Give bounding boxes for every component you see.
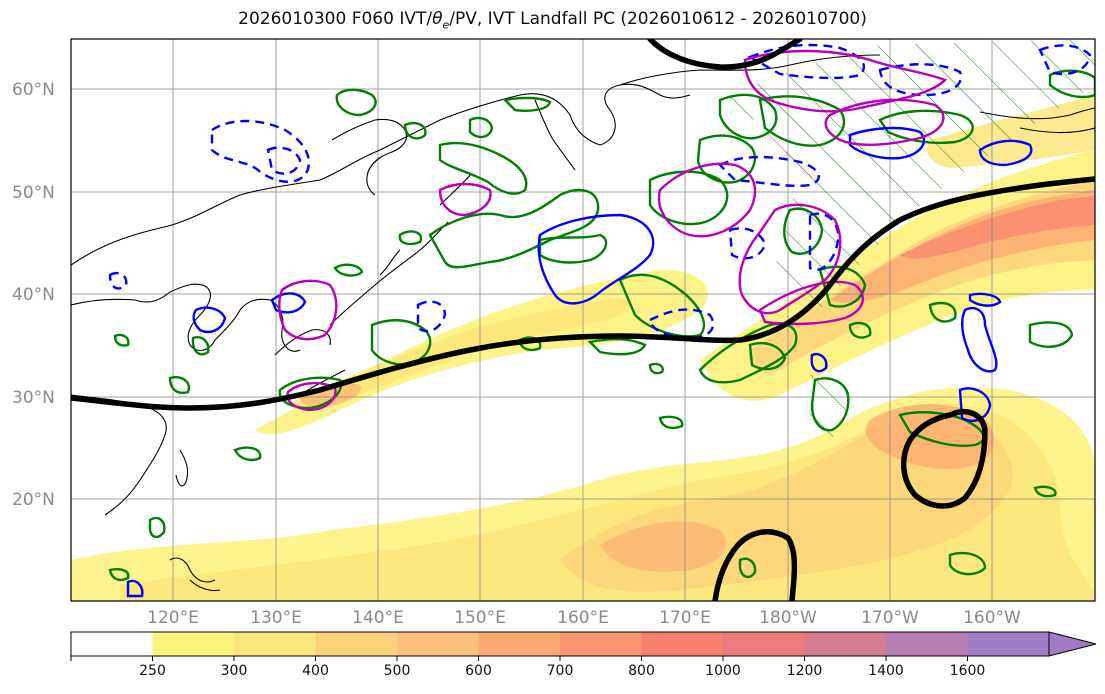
map-frame	[70, 38, 1096, 602]
map-title: 2026010300 F060 IVT/θe/PV, IVT Landfall …	[238, 9, 867, 32]
colorbar-label: 800	[628, 663, 655, 679]
colorbar-segment	[478, 632, 561, 656]
colorbar-label: 1000	[705, 663, 741, 679]
lon-label-120e: 120°E	[147, 608, 199, 628]
lon-label-180w: 180°W	[759, 608, 817, 628]
lat-label-40n: 40°N	[12, 285, 55, 305]
colorbar-segment	[315, 632, 398, 656]
colorbar-label: 500	[384, 663, 411, 679]
colorbar-label: 1400	[868, 663, 904, 679]
lat-label-50n: 50°N	[12, 183, 55, 203]
lat-label-60n: 60°N	[12, 80, 55, 100]
colorbar-label: 700	[547, 663, 574, 679]
lon-label-170e: 170°E	[659, 608, 711, 628]
colorbar-label: 250	[139, 663, 166, 679]
lon-label-170w: 170°W	[861, 608, 919, 628]
lon-label-140e: 140°E	[352, 608, 404, 628]
colorbar-extension	[1048, 631, 1097, 657]
lon-label-130e: 130°E	[250, 608, 302, 628]
colorbar-segment	[152, 632, 235, 656]
lat-label-20n: 20°N	[12, 490, 55, 510]
colorbar-segment	[641, 632, 724, 656]
colorbar-label: 600	[465, 663, 492, 679]
pv-dashed-contours	[108, 43, 1092, 340]
lon-label-160w: 160°W	[963, 608, 1021, 628]
lon-label-160e: 160°E	[557, 608, 609, 628]
colorbar-segment	[967, 632, 1050, 656]
colorbar-segment	[397, 632, 479, 656]
ivt-shading	[71, 95, 1095, 601]
colorbar-segment	[560, 632, 642, 656]
lat-label-30n: 30°N	[12, 388, 55, 408]
lon-label-150e: 150°E	[454, 608, 506, 628]
colorbar-label: 1200	[787, 663, 823, 679]
thick-contours	[71, 39, 1095, 601]
ivt-colorbar: 250 300 400 500 600 700 800 1000 1200 1400 1600	[70, 631, 1097, 679]
colorbar-segment	[723, 632, 805, 656]
colorbar-label: 1600	[950, 663, 986, 679]
colorbar-segment	[71, 632, 153, 656]
landfall-contours	[278, 49, 948, 412]
colorbar-label: 300	[221, 663, 248, 679]
colorbar-segment	[234, 632, 316, 656]
colorbar-segment	[804, 632, 887, 656]
pv-contours	[126, 126, 1033, 598]
colorbar-label: 400	[302, 663, 329, 679]
colorbar-segment	[886, 632, 968, 656]
